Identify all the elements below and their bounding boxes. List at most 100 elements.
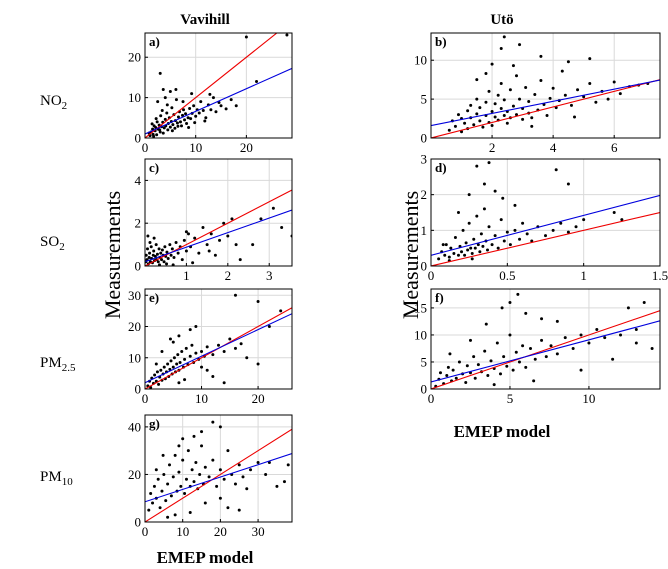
axes-frame <box>144 158 293 267</box>
x-tick-label: 1 <box>183 268 190 283</box>
data-point <box>475 78 479 82</box>
y-axis-label-right: Measurements <box>398 191 423 319</box>
data-point <box>180 350 184 353</box>
data-point <box>594 100 598 104</box>
y-tick-label: 5 <box>421 92 428 107</box>
data-point <box>496 246 500 250</box>
x-tick-label: 30 <box>252 524 265 539</box>
panel-label: d) <box>435 160 447 175</box>
data-point <box>162 472 166 476</box>
data-point <box>171 365 175 369</box>
data-point <box>181 437 185 441</box>
data-point <box>152 236 156 240</box>
data-point <box>582 218 586 222</box>
data-point <box>156 260 160 264</box>
data-point <box>521 117 525 121</box>
data-point <box>511 64 515 68</box>
data-point <box>518 237 522 241</box>
data-point <box>174 88 178 92</box>
axes-frame <box>144 414 293 523</box>
panel-label: f) <box>435 290 444 305</box>
points-group <box>437 159 660 263</box>
data-point <box>189 117 193 121</box>
data-point <box>207 249 211 253</box>
column-title-uto: Utö <box>490 12 513 28</box>
plot-area <box>431 33 660 138</box>
data-point <box>184 249 188 253</box>
x-tick-label: 0 <box>142 140 149 155</box>
data-point <box>168 367 172 371</box>
data-point <box>155 133 159 137</box>
data-point <box>467 193 471 197</box>
x-tick-label: 10 <box>195 391 208 406</box>
data-point <box>445 373 449 377</box>
data-point <box>456 211 460 214</box>
data-point <box>478 250 482 254</box>
data-point <box>472 355 476 359</box>
data-point <box>154 468 158 472</box>
column-title-vavihill: Vavihill <box>180 12 229 28</box>
data-point <box>466 109 470 113</box>
data-point <box>171 340 175 344</box>
data-point <box>233 482 237 486</box>
y-tick-label: 10 <box>414 327 427 342</box>
data-point <box>524 365 528 369</box>
data-point <box>595 328 599 332</box>
data-point <box>642 301 646 305</box>
data-point <box>193 236 197 240</box>
data-point <box>193 121 197 125</box>
data-point <box>279 309 283 313</box>
data-point <box>173 513 177 517</box>
panel-label: e) <box>149 290 159 305</box>
x-tick-label: 5 <box>507 391 514 406</box>
data-point <box>207 475 211 479</box>
data-point <box>524 85 528 89</box>
data-point <box>469 103 473 107</box>
data-point <box>446 365 450 369</box>
data-point <box>234 243 238 247</box>
data-point <box>464 381 468 385</box>
data-point <box>544 355 548 359</box>
data-point <box>203 501 207 505</box>
data-point <box>501 196 505 200</box>
data-point <box>532 379 536 383</box>
data-point <box>187 126 191 129</box>
data-point <box>218 238 222 242</box>
data-point <box>218 425 222 429</box>
data-point <box>176 353 180 357</box>
data-point <box>185 121 189 125</box>
data-point <box>530 116 534 120</box>
data-point <box>490 62 494 66</box>
data-point <box>453 235 457 239</box>
data-point <box>201 225 205 229</box>
data-point <box>533 357 537 361</box>
panel-label: g) <box>149 416 160 431</box>
data-point <box>566 60 570 64</box>
data-point <box>160 350 164 353</box>
data-point <box>466 248 470 252</box>
data-point <box>197 251 201 255</box>
data-point <box>479 232 483 236</box>
plot-area <box>145 289 292 389</box>
data-point <box>171 123 175 127</box>
data-point <box>192 480 196 484</box>
data-point <box>499 82 503 86</box>
data-point <box>576 88 580 92</box>
data-point <box>163 117 167 121</box>
data-point <box>177 444 181 448</box>
data-point <box>495 341 499 345</box>
data-point <box>511 368 515 372</box>
data-point <box>470 257 474 261</box>
data-point <box>475 214 479 218</box>
data-point <box>222 221 226 225</box>
data-point <box>518 97 522 101</box>
plot-area <box>145 33 292 138</box>
data-point <box>157 382 161 386</box>
data-point <box>473 246 477 250</box>
data-point <box>271 206 275 210</box>
data-point <box>230 217 234 221</box>
data-point <box>175 121 179 125</box>
lines-group <box>145 33 292 138</box>
data-point <box>229 98 233 102</box>
row-label-no2: NO2 <box>40 93 67 112</box>
